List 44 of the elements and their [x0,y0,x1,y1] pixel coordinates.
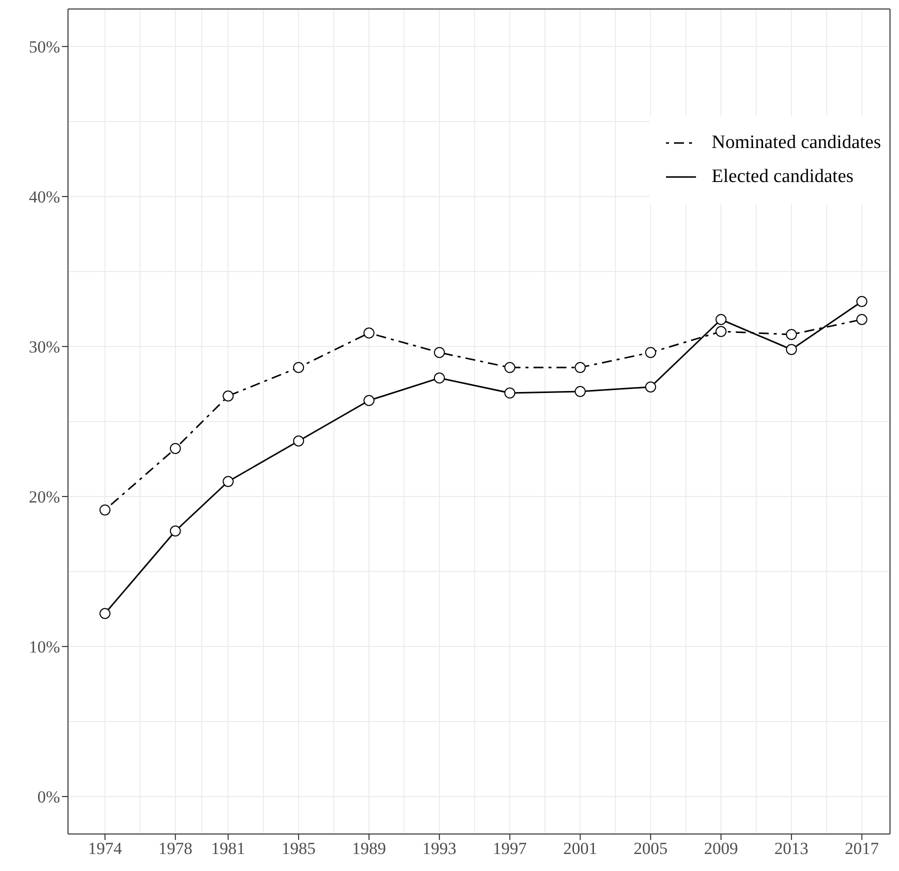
point [504,388,516,398]
point [363,328,374,338]
point [574,386,586,397]
x-tick-label: 1993 [422,839,456,858]
point [645,347,656,358]
y-tick-label: 10% [28,638,60,657]
y-tick-label: 40% [28,188,60,207]
x-tick-label: 1985 [282,839,316,858]
point [716,314,727,325]
y-tick-label: 50% [28,38,60,57]
x-tick-label: 2013 [774,839,808,858]
point [786,344,797,355]
y-tick-label: 0% [37,788,60,807]
y-tick-label: 20% [28,488,60,507]
point [170,443,181,454]
point [645,382,656,392]
point [574,362,586,373]
legend-label: Elected candidates [712,166,854,188]
point [434,372,445,384]
point [856,296,868,307]
x-tick-label: 1978 [158,839,192,858]
point [99,608,110,619]
point [363,395,374,406]
point [170,526,181,536]
point [222,390,234,402]
x-tick-label: 2017 [844,839,880,858]
point [222,476,234,487]
x-tick-label: 1981 [211,839,246,858]
x-tick-label: 1989 [352,839,386,858]
x-tick-label: 2009 [704,839,738,858]
point [504,362,516,373]
point [786,329,797,340]
x-tick-label: 2005 [634,839,668,858]
point [99,504,110,516]
point [716,326,727,337]
x-tick-label: 1974 [88,839,122,858]
x-tick-label: 1997 [492,839,528,858]
point [434,347,445,358]
y-tick-label: 30% [28,338,60,357]
point [856,314,868,325]
x-tick-label: 2001 [563,839,598,858]
point [293,362,304,373]
point [293,436,304,446]
legend-label: Nominated candidates [712,132,881,154]
